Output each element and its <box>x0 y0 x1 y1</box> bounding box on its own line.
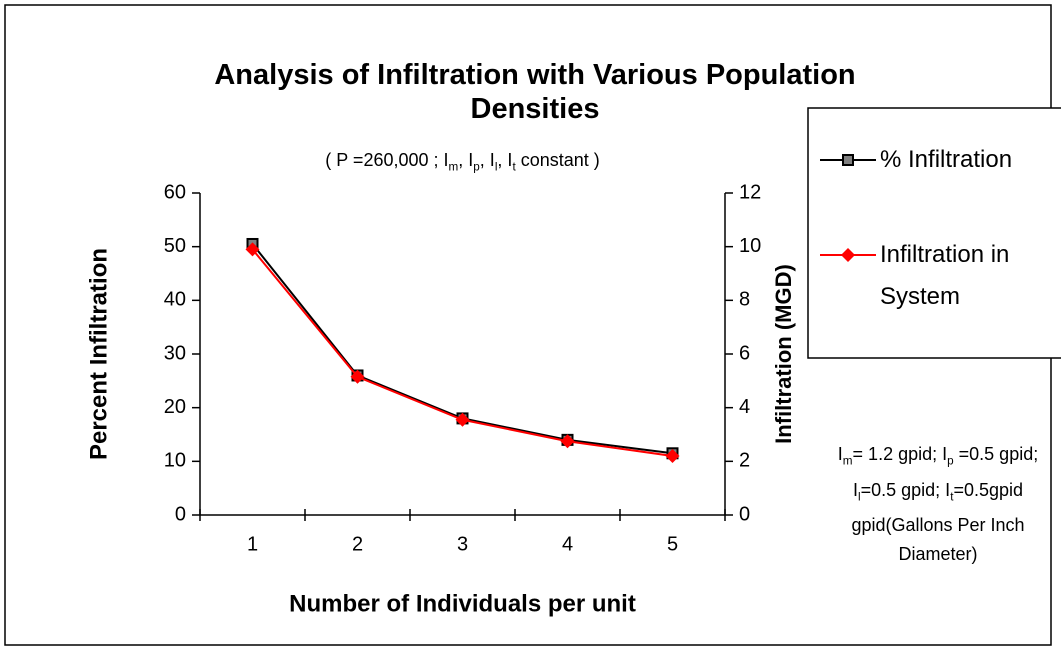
subtitle-piece: , I <box>458 150 474 170</box>
y-tick-label: 10 <box>164 450 186 472</box>
annotation-piece: t <box>950 490 954 504</box>
marker <box>350 369 365 384</box>
annotation-piece: p <box>947 454 954 468</box>
subtitle-piece: p <box>473 160 480 174</box>
y2-tick-label: 12 <box>739 181 761 203</box>
x-tick-label: 5 <box>667 533 678 555</box>
annotation-piece: l <box>858 490 861 504</box>
annotation-piece: m <box>842 454 853 468</box>
legend: % Infiltration Infiltration in System <box>810 110 1060 356</box>
y-tick-label: 40 <box>164 289 186 311</box>
chart-title: Analysis of Infiltration with Various Po… <box>60 58 1010 126</box>
subtitle-piece: , I <box>479 150 495 170</box>
marker <box>841 248 855 262</box>
legend-swatch <box>820 248 876 262</box>
marker <box>245 242 260 257</box>
annotation-piece: =0.5 gpid; I <box>852 444 1039 500</box>
x-tick-label: 1 <box>247 533 258 555</box>
subtitle: ( P =260,000 ; Im, Ip, Il, It constant ) <box>200 150 725 174</box>
annotation-piece: I <box>837 444 843 464</box>
marker <box>665 448 680 463</box>
marker <box>842 154 854 166</box>
title-text: Analysis of Infiltration with Various Po… <box>214 59 856 125</box>
y2-tick-label: 6 <box>739 342 750 364</box>
subtitle-piece: constant ) <box>515 150 600 170</box>
y-tick-label: 30 <box>164 342 186 364</box>
y2-tick-label: 10 <box>739 235 761 257</box>
legend-label: Infiltration in System <box>880 241 1010 310</box>
subtitle-piece: , I <box>497 150 513 170</box>
y2-tick-label: 0 <box>739 503 750 525</box>
y-tick-label: 0 <box>175 503 186 525</box>
annotation: Im= 1.2 gpid; Ip =0.5 gpid; Il=0.5 gpid;… <box>818 440 1058 569</box>
y-tick-label: 60 <box>164 181 186 203</box>
legend-entry: % Infiltration <box>810 135 1060 185</box>
annotation-piece: =0.5gpid gpid(Gallons Per Inch Diameter) <box>851 479 1025 565</box>
subtitle-piece: t <box>512 160 516 174</box>
x-tick-label: 4 <box>562 533 573 555</box>
annotation-piece: =0.5 gpid; I <box>860 479 951 500</box>
x-tick-label: 2 <box>352 533 363 555</box>
subtitle-piece: m <box>448 160 459 174</box>
y2-tick-label: 4 <box>739 396 750 418</box>
annotation-piece: = 1.2 gpid; I <box>852 444 948 464</box>
x-tick-label: 3 <box>457 533 468 555</box>
legend-label: % Infiltration <box>880 146 1013 173</box>
marker <box>560 434 575 449</box>
legend-box <box>807 107 1061 359</box>
y2-tick-label: 8 <box>739 289 750 311</box>
subtitle-piece: l <box>494 160 498 174</box>
y-tick-label: 20 <box>164 396 186 418</box>
subtitle-piece: ( P =260,000 ; I <box>325 150 449 170</box>
x-axis-label: Number of Individuals per unit <box>289 590 636 617</box>
y-tick-label: 50 <box>164 235 186 257</box>
legend-entry: Infiltration in System <box>810 230 1060 318</box>
y2-axis-label: Infiltration (MGD) <box>771 264 796 444</box>
y2-tick-label: 2 <box>739 450 750 472</box>
marker <box>455 412 470 427</box>
y-axis-label: Percent Infiltration <box>85 248 112 460</box>
legend-swatch <box>820 154 876 166</box>
